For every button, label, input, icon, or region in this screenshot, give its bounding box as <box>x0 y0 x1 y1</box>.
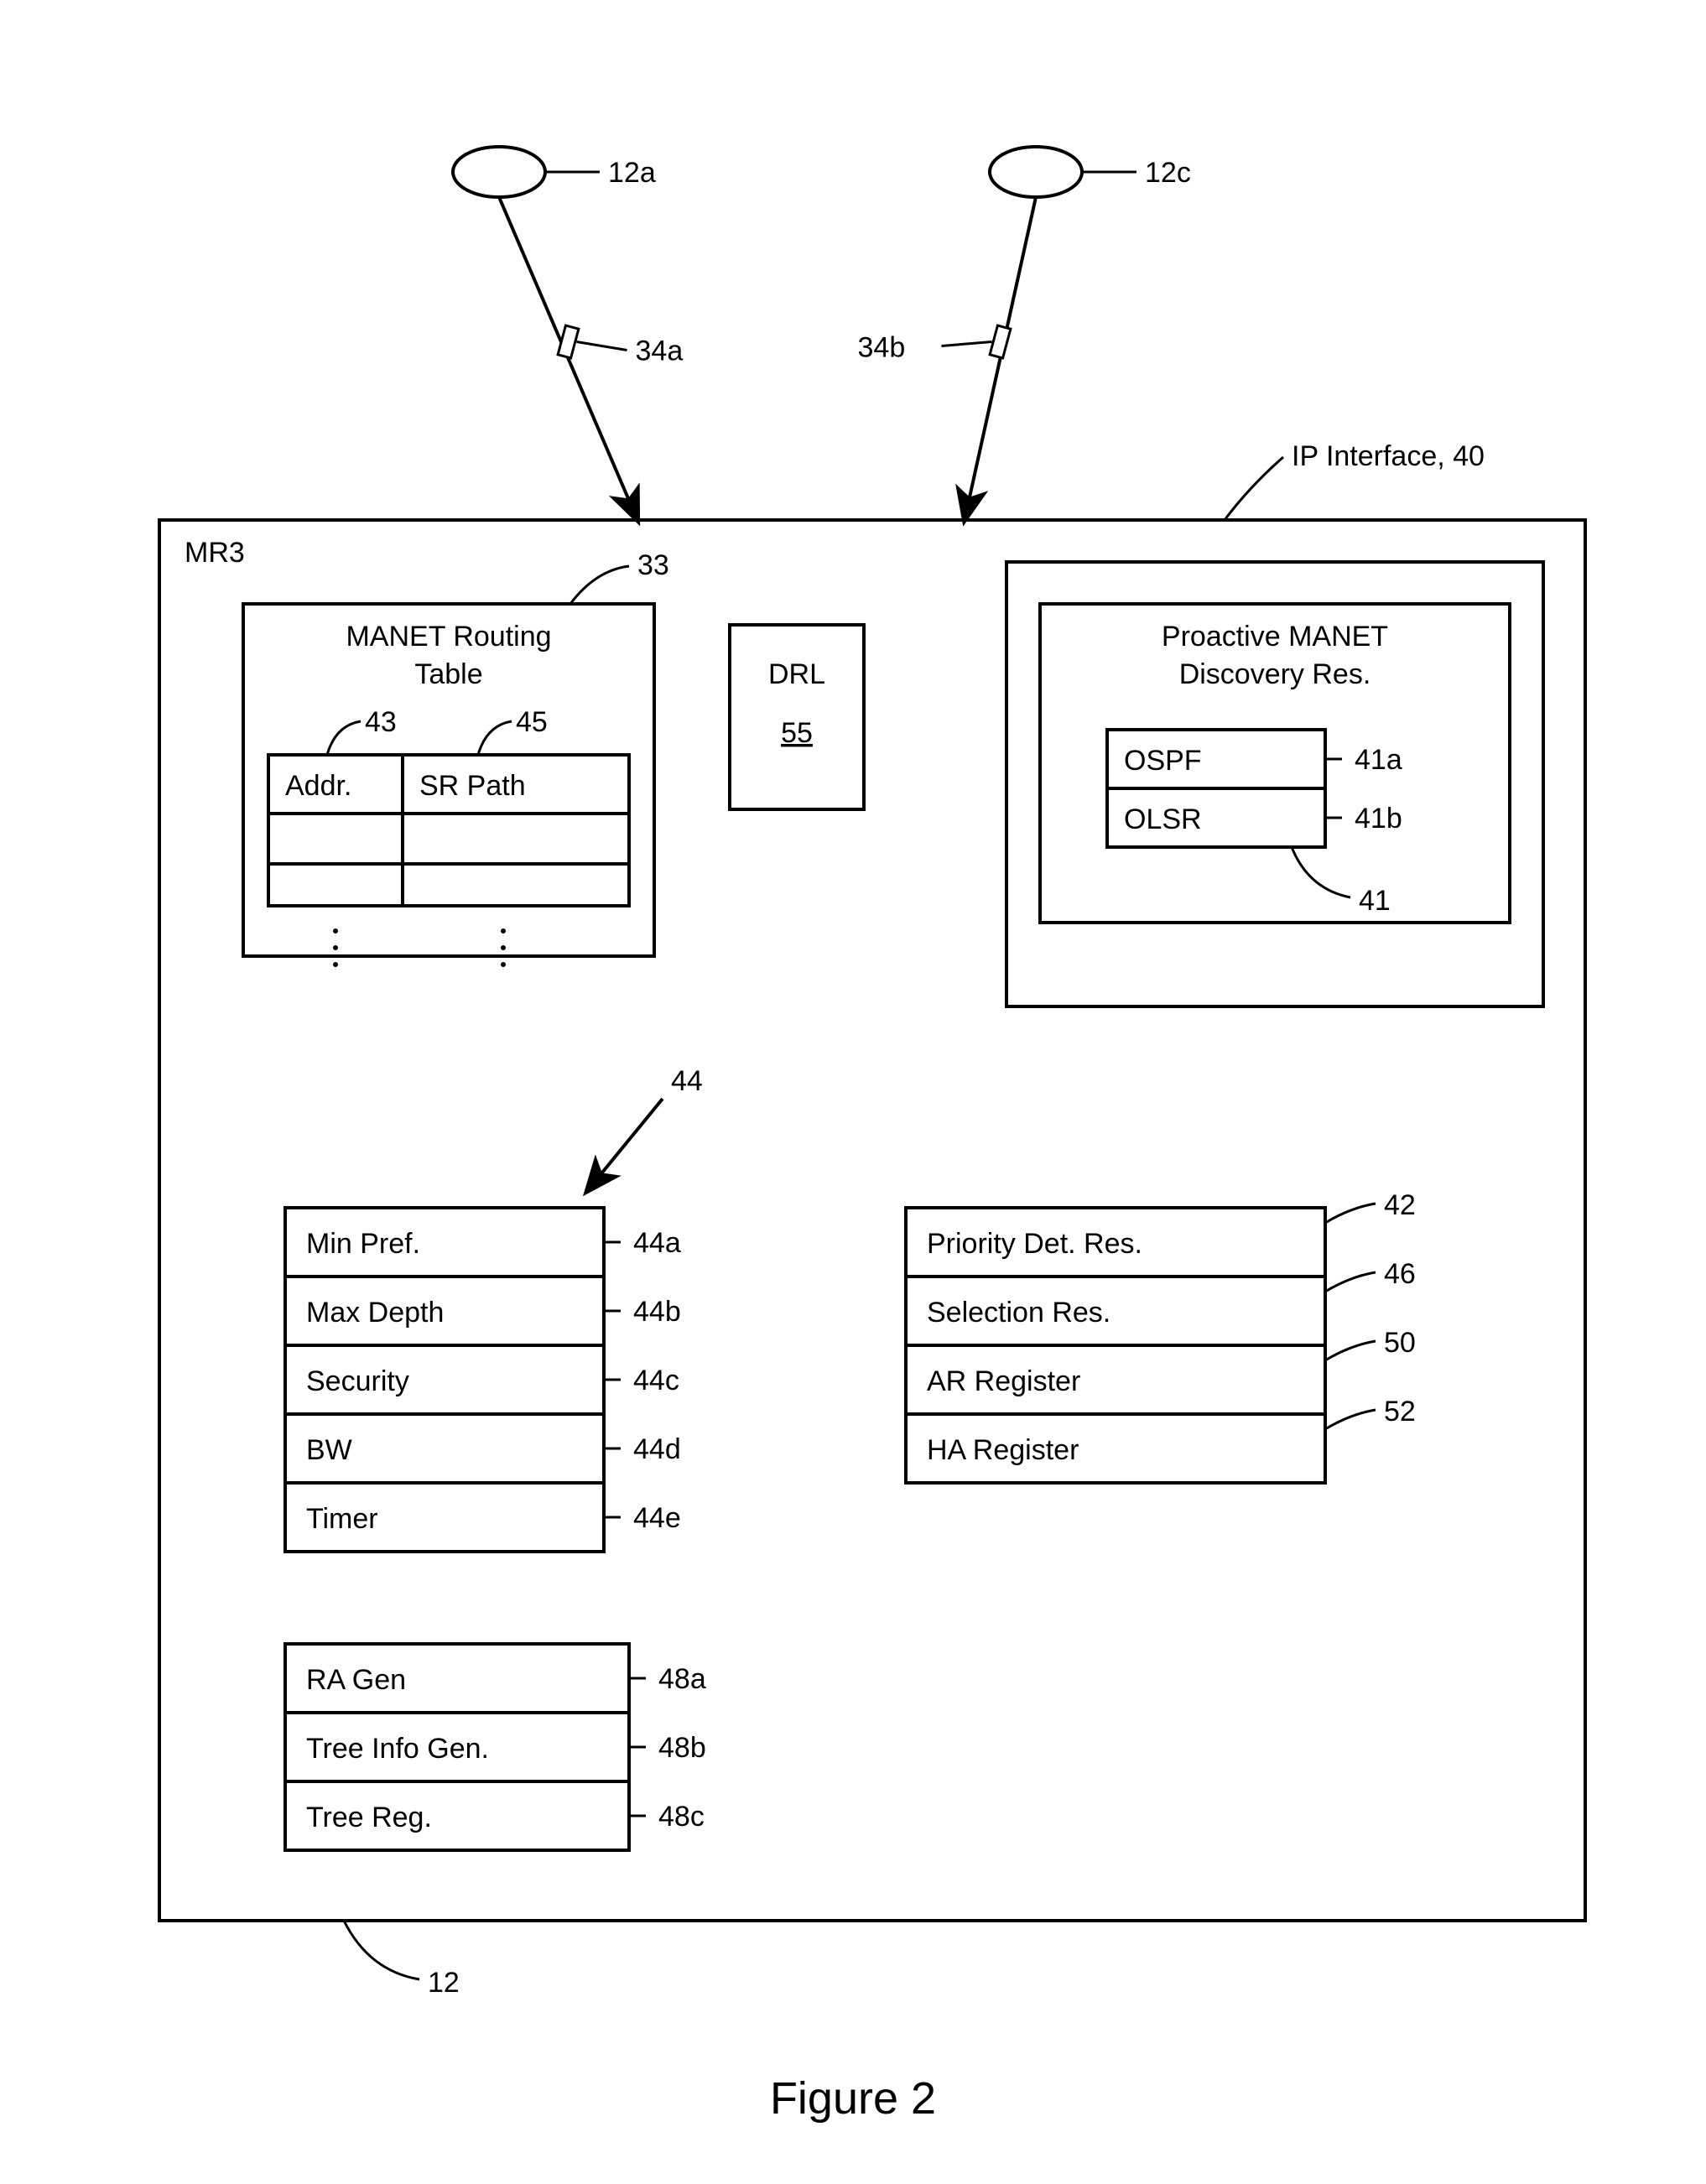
svg-text:55: 55 <box>781 717 813 749</box>
svg-text:42: 42 <box>1384 1189 1416 1221</box>
svg-text:44: 44 <box>671 1065 703 1097</box>
svg-text:Addr.: Addr. <box>285 770 351 802</box>
svg-text:HA Register: HA Register <box>927 1434 1079 1466</box>
svg-text:Table: Table <box>414 658 482 690</box>
svg-text:Proactive MANET: Proactive MANET <box>1162 621 1388 653</box>
svg-text:41b: 41b <box>1355 803 1402 835</box>
svg-text:Tree Reg.: Tree Reg. <box>306 1802 432 1833</box>
svg-text:IP Interface, 40: IP Interface, 40 <box>1292 440 1485 472</box>
svg-text:MANET Routing: MANET Routing <box>346 621 551 653</box>
svg-text:12: 12 <box>428 1967 460 1999</box>
svg-text:Min Pref.: Min Pref. <box>306 1228 420 1260</box>
svg-text:Security: Security <box>306 1365 409 1397</box>
svg-text:BW: BW <box>306 1434 352 1466</box>
svg-text:44c: 44c <box>633 1365 679 1396</box>
svg-text:44a: 44a <box>633 1227 681 1259</box>
svg-text:33: 33 <box>637 549 669 581</box>
svg-text:OLSR: OLSR <box>1124 803 1202 835</box>
svg-text:44d: 44d <box>633 1433 681 1465</box>
svg-text:43: 43 <box>365 706 397 738</box>
svg-text:Tree Info Gen.: Tree Info Gen. <box>306 1733 489 1765</box>
svg-text:AR Register: AR Register <box>927 1365 1080 1397</box>
svg-text:44b: 44b <box>633 1296 681 1328</box>
svg-text:41a: 41a <box>1355 744 1402 776</box>
svg-text:12a: 12a <box>608 157 656 189</box>
svg-text:Max Depth: Max Depth <box>306 1297 444 1329</box>
svg-text:52: 52 <box>1384 1396 1416 1427</box>
svg-text:34b: 34b <box>858 332 906 364</box>
svg-text:OSPF: OSPF <box>1124 745 1202 777</box>
svg-text:SR Path: SR Path <box>419 770 526 802</box>
svg-text:12c: 12c <box>1145 157 1191 189</box>
svg-text:RA Gen: RA Gen <box>306 1664 406 1696</box>
svg-text:45: 45 <box>516 706 548 738</box>
svg-text:48b: 48b <box>658 1732 706 1764</box>
svg-text:41: 41 <box>1359 885 1391 917</box>
svg-text:46: 46 <box>1384 1258 1416 1290</box>
svg-text:44e: 44e <box>633 1502 681 1534</box>
svg-text:Figure 2: Figure 2 <box>770 2073 936 2124</box>
svg-text:Selection Res.: Selection Res. <box>927 1297 1110 1329</box>
svg-text:Priority Det. Res.: Priority Det. Res. <box>927 1228 1142 1260</box>
svg-text:Discovery Res.: Discovery Res. <box>1179 658 1371 690</box>
svg-text:DRL: DRL <box>768 658 825 690</box>
svg-text:48c: 48c <box>658 1801 705 1833</box>
svg-text:34a: 34a <box>636 335 684 367</box>
svg-text:MR3: MR3 <box>185 537 245 569</box>
svg-text:50: 50 <box>1384 1327 1416 1359</box>
svg-text:48a: 48a <box>658 1663 706 1695</box>
svg-text:Timer: Timer <box>306 1503 378 1535</box>
